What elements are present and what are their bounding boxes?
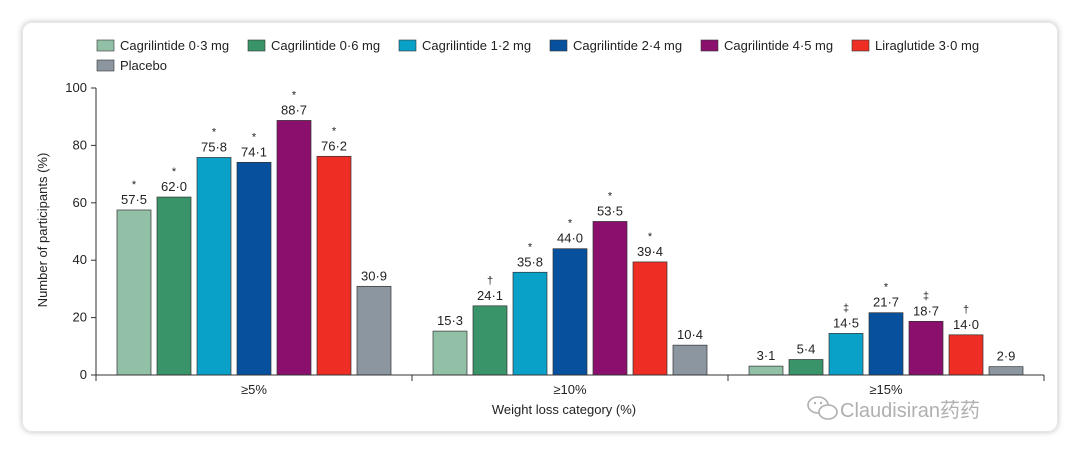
data-label: 53·5 [597, 203, 623, 218]
legend-swatch [398, 39, 417, 52]
bar [116, 209, 152, 376]
legend-label: Liraglutide 3·0 mg [875, 38, 979, 53]
significance-marker: * [172, 166, 177, 178]
wechat-icon [807, 396, 838, 420]
y-axis: 0 20 40 60 80 100 [65, 80, 97, 382]
legend-swatch [247, 39, 266, 52]
bar [828, 333, 864, 376]
bar [632, 261, 668, 376]
watermark: Claudisiran药药 [807, 396, 980, 422]
data-label: 15·3 [437, 313, 463, 328]
data-label: 24·1 [477, 288, 503, 303]
data-label: 14·0 [953, 317, 979, 332]
significance-marker: ‡ [923, 290, 929, 302]
data-label: 18·7 [913, 303, 939, 318]
bar [316, 155, 352, 376]
data-label: 57·5 [121, 192, 147, 207]
data-label: 88·7 [281, 102, 307, 117]
legend-item: Cagrilintide 0·6 mg [247, 38, 380, 53]
y-tick-label: 80 [73, 137, 87, 152]
data-label: 10·4 [677, 327, 703, 342]
data-label: 62·0 [161, 179, 187, 194]
legend-item: Cagrilintide 1·2 mg [398, 38, 531, 53]
bar [552, 248, 588, 376]
significance-marker: † [487, 275, 493, 287]
bars-group: 57·5* 62·0*75·8*74·1*88·7*76·2*30·915·324… [116, 89, 1024, 376]
legend-item: Placebo [96, 58, 167, 73]
bar [908, 320, 944, 376]
data-label: 21·7 [873, 295, 899, 310]
significance-marker: * [608, 190, 613, 202]
bar [788, 359, 824, 376]
legend-swatch [96, 39, 115, 52]
bar [276, 120, 312, 376]
legend-item: Cagrilintide 0·3 mg [96, 38, 229, 53]
legend-label: Cagrilintide 1·2 mg [422, 38, 531, 53]
significance-marker: * [528, 241, 533, 253]
y-axis-label: Number of participants (%) [35, 153, 50, 308]
significance-marker: * [648, 231, 653, 243]
bar [432, 330, 468, 376]
x-category-label: ≥10% [553, 382, 587, 397]
significance-marker: † [963, 304, 969, 316]
significance-marker: * [568, 218, 573, 230]
legend-item: Liraglutide 3·0 mg [851, 38, 979, 53]
legend-label: Cagrilintide 2·4 mg [573, 38, 682, 53]
significance-marker: * [332, 125, 337, 137]
legend-label: Cagrilintide 4·5 mg [724, 38, 833, 53]
y-tick-label: 40 [73, 252, 87, 267]
bar [592, 221, 628, 376]
bar [156, 196, 192, 376]
significance-marker: * [292, 89, 297, 101]
data-label: 75·8 [201, 139, 227, 154]
bar [236, 161, 272, 376]
legend-swatch [851, 39, 870, 52]
bar [748, 365, 784, 376]
significance-marker: * [132, 179, 137, 191]
data-label: 30·9 [361, 268, 387, 283]
x-axis-label: Weight loss category (%) [492, 402, 636, 417]
significance-marker: * [252, 131, 257, 143]
data-label: 35·8 [517, 254, 543, 269]
legend-label: Cagrilintide 0·6 mg [271, 38, 380, 53]
x-category-label: ≥15% [869, 382, 903, 397]
x-category-label: ≥5% [241, 382, 267, 397]
significance-marker: * [884, 282, 889, 294]
data-label: 14·5 [833, 315, 859, 330]
legend-item: Cagrilintide 2·4 mg [549, 38, 682, 53]
bar [988, 366, 1024, 376]
y-tick-label: 0 [80, 367, 87, 382]
bar [672, 344, 708, 376]
y-tick-label: 20 [73, 310, 87, 325]
y-tick-label: 60 [73, 195, 87, 210]
bar [196, 157, 232, 376]
legend-swatch [700, 39, 719, 52]
significance-marker: ‡ [843, 302, 849, 314]
data-label: 3·1 [757, 348, 776, 363]
data-label: 44·0 [557, 231, 583, 246]
data-label: 74·1 [241, 144, 267, 159]
data-label: 2·9 [997, 349, 1016, 364]
legend-swatch [549, 39, 568, 52]
legend: Cagrilintide 0·3 mg Cagrilintide 0·6 mg Ca… [96, 38, 979, 73]
bar [472, 305, 508, 376]
data-label: 76·2 [321, 138, 347, 153]
bar [948, 334, 984, 376]
legend-swatch [96, 59, 115, 72]
bar [868, 312, 904, 376]
legend-label: Cagrilintide 0·3 mg [120, 38, 229, 53]
y-tick-label: 100 [65, 80, 87, 95]
data-label: 39·4 [637, 244, 663, 259]
x-axis: ≥5% ≥10% ≥15% [95, 374, 1045, 397]
legend-item: Cagrilintide 4·5 mg [700, 38, 833, 53]
data-label: 5·4 [797, 342, 816, 357]
watermark-text: Claudisiran药药 [840, 399, 980, 422]
significance-marker: * [212, 126, 217, 138]
bar [512, 271, 548, 376]
legend-label: Placebo [120, 58, 167, 73]
bar [356, 285, 392, 376]
